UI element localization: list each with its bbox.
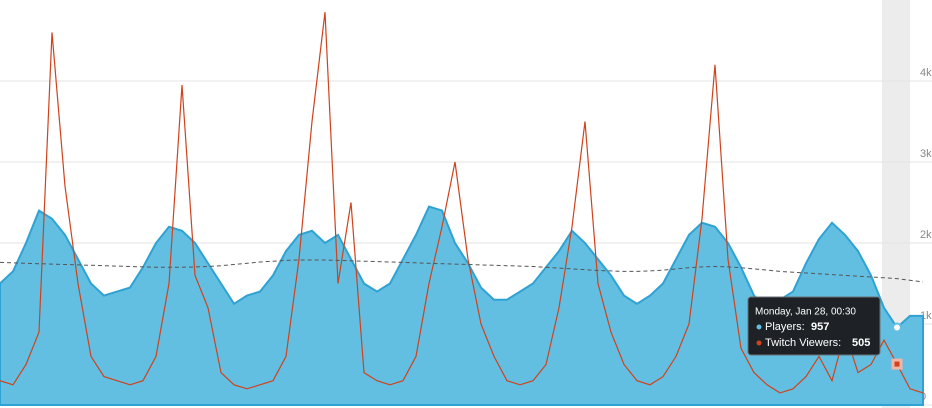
hover-marker <box>892 322 902 333</box>
hover-marker <box>891 358 903 370</box>
tooltip-label: Twitch Viewers: <box>765 337 841 349</box>
tooltip-dot <box>756 340 762 346</box>
tooltip-title: Monday, Jan 28, 00:30 <box>755 307 856 318</box>
twitch-line <box>0 12 924 394</box>
tooltip-label: Players: <box>765 321 805 333</box>
y-tick-label: 4k <box>920 67 932 79</box>
tooltip-value: 505 <box>852 337 870 349</box>
y-tick-label: 2k <box>920 229 932 241</box>
trend-line <box>0 259 924 283</box>
tooltip-box <box>747 296 881 356</box>
tooltip-value: 957 <box>811 321 829 333</box>
players-area <box>0 205 924 406</box>
y-tick-label: 3k <box>920 148 932 160</box>
tooltip: Monday, Jan 28, 00:30 Players: 957 Twitc… <box>747 296 881 356</box>
tooltip-dot <box>756 324 762 330</box>
plot <box>0 12 924 406</box>
